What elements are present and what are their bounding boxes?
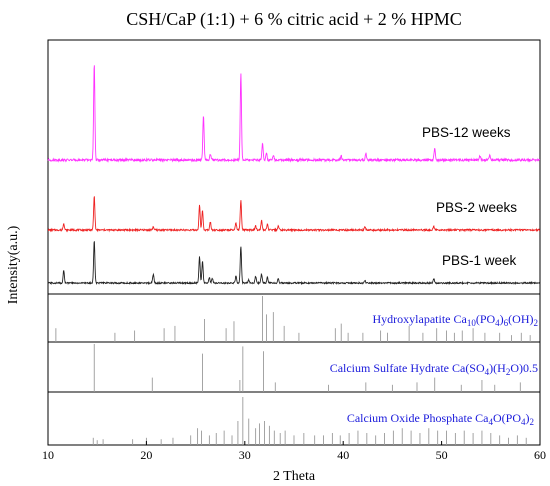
- trace-pbs-12-weeks: [47, 65, 541, 163]
- trace-pbs-1-week: [47, 241, 541, 286]
- reference-label-hydroxylapatite: Hydroxylapatite Ca10(PO4)6(OH)2: [373, 312, 538, 328]
- trace-pbs-2-weeks: [47, 196, 541, 233]
- reference-label-calcium-oxide-phosphate: Calcium Oxide Phosphate Ca4O(PO4)2: [347, 411, 534, 427]
- x-axis-ticks: 10 20 30 40 50 60: [42, 441, 546, 462]
- x-axis-label: 2 Theta: [273, 469, 316, 484]
- diffraction-traces: [47, 65, 541, 286]
- x-tick-label-60: 60: [534, 448, 546, 462]
- y-axis-label: Intensity(a.u.): [6, 225, 21, 304]
- trace-label-pbs-12-weeks: PBS-12 weeks: [422, 125, 511, 140]
- x-tick-label-40: 40: [337, 448, 349, 462]
- reference-label-calcium-sulfate-hydrate: Calcium Sulfate Hydrate Ca(SO4)(H2O)0.5: [330, 361, 538, 377]
- reference-patterns: [55, 296, 531, 445]
- x-tick-label-10: 10: [42, 448, 54, 462]
- x-tick-label-30: 30: [239, 448, 251, 462]
- chart-title: CSH/CaP (1:1) + 6 % citric acid + 2 % HP…: [126, 9, 462, 30]
- trace-label-pbs-2-weeks: PBS-2 weeks: [436, 200, 517, 215]
- trace-label-pbs-1-week: PBS-1 week: [442, 253, 517, 268]
- x-tick-label-20: 20: [140, 448, 152, 462]
- x-tick-label-50: 50: [436, 448, 448, 462]
